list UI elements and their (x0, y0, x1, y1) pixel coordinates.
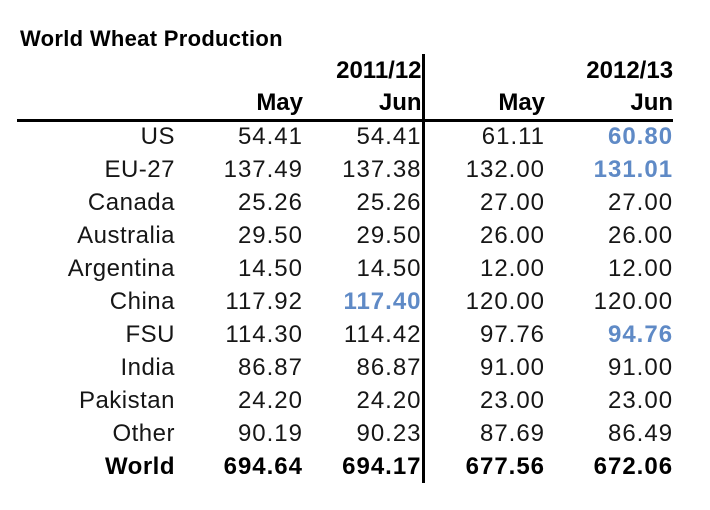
table-row: FSU 114.30 114.42 97.76 94.76 (17, 318, 673, 351)
value-cell: 27.00 (421, 186, 546, 219)
value-cell: 91.00 (421, 351, 546, 384)
value-cell: 91.00 (607, 353, 674, 381)
value-cell: 86.87 (356, 353, 422, 381)
value-cell: 694.64 (223, 452, 303, 480)
value-cell: 54.41 (356, 123, 422, 151)
row-label: Argentina (67, 254, 175, 282)
page-title: World Wheat Production (20, 26, 283, 51)
table-row: China 117.92 117.40 120.00 120.00 (17, 285, 673, 318)
value-cell: 60.80 (607, 123, 674, 151)
value-cell: 23.00 (421, 384, 546, 417)
value-cell: 117.92 (225, 287, 303, 315)
value-cell: 132.00 (421, 153, 546, 186)
table-row: Other 90.19 90.23 87.69 86.49 (17, 417, 673, 450)
group-header-2012-13: 2012/13 (421, 54, 674, 87)
value-cell: 131.01 (593, 155, 674, 183)
table-row: EU-27 137.49 137.38 132.00 131.01 (17, 153, 673, 186)
row-label: FSU (125, 320, 175, 348)
value-cell: 87.69 (421, 417, 546, 450)
value-cell: 26.00 (421, 219, 546, 252)
value-cell: 86.49 (607, 419, 674, 447)
value-cell: 677.56 (421, 450, 546, 483)
row-label: Pakistan (78, 386, 175, 414)
spacer-cell (17, 87, 175, 122)
value-cell: 14.50 (237, 254, 303, 282)
value-cell: 61.11 (421, 120, 546, 153)
row-label: Canada (87, 188, 175, 216)
value-cell: 97.76 (421, 318, 546, 351)
value-cell: 94.76 (607, 320, 674, 348)
value-cell: 29.50 (356, 221, 422, 249)
col-header-may-2012: May (421, 87, 546, 122)
row-label: Australia (77, 221, 175, 249)
row-label: India (120, 353, 175, 381)
row-label: Other (112, 419, 175, 447)
table-header: 2011/12 2012/13 May Jun May Jun (17, 54, 674, 122)
row-label: World (104, 452, 175, 480)
value-cell: 24.20 (356, 386, 422, 414)
value-cell: 90.23 (356, 419, 422, 447)
table-row: Pakistan 24.20 24.20 23.00 23.00 (17, 384, 673, 417)
value-cell: 54.41 (237, 123, 303, 151)
value-cell: 137.38 (342, 155, 422, 183)
table-body: US 54.41 54.41 61.11 60.80 EU-27 137.49 137.38 1… (17, 120, 673, 483)
value-cell: 25.26 (356, 188, 422, 216)
row-label: China (109, 287, 175, 315)
table-row: US 54.41 54.41 61.11 60.80 (17, 120, 673, 153)
table-row: World 694.64 694.17 677.56 672.06 (17, 450, 673, 483)
group-header-row: 2011/12 2012/13 (17, 54, 674, 87)
value-cell: 14.50 (356, 254, 422, 282)
table-row: Australia 29.50 29.50 26.00 26.00 (17, 219, 673, 252)
value-cell: 12.00 (607, 254, 674, 282)
value-cell: 29.50 (237, 221, 303, 249)
value-cell: 114.42 (343, 320, 422, 348)
value-cell: 25.26 (237, 188, 303, 216)
value-cell: 120.00 (421, 285, 546, 318)
col-header-jun-2011: Jun (303, 87, 424, 122)
group-header-2011-12: 2011/12 (336, 56, 422, 84)
table-row: Argentina 14.50 14.50 12.00 12.00 (17, 252, 673, 285)
sub-header-row: May Jun May Jun (17, 87, 674, 122)
value-cell: 24.20 (237, 386, 303, 414)
value-cell: 137.49 (223, 155, 303, 183)
value-cell: 117.40 (343, 287, 422, 315)
row-label: EU-27 (104, 155, 175, 183)
value-cell: 694.17 (342, 452, 422, 480)
value-cell: 23.00 (607, 386, 674, 414)
row-label: US (140, 123, 175, 151)
col-header-may-2011: May (175, 87, 303, 122)
value-cell: 27.00 (607, 188, 674, 216)
table-row: India 86.87 86.87 91.00 91.00 (17, 351, 673, 384)
value-cell: 120.00 (593, 287, 674, 315)
wheat-production-table: 2011/12 2012/13 May Jun May Jun US 54.41 5… (17, 54, 674, 483)
col-header-jun-2012: Jun (545, 87, 674, 122)
value-cell: 672.06 (593, 452, 674, 480)
table-row: Canada 25.26 25.26 27.00 27.00 (17, 186, 673, 219)
value-cell: 114.30 (225, 320, 303, 348)
value-cell: 90.19 (237, 419, 303, 447)
value-cell: 12.00 (421, 252, 546, 285)
value-cell: 86.87 (237, 353, 303, 381)
value-cell: 26.00 (607, 221, 674, 249)
